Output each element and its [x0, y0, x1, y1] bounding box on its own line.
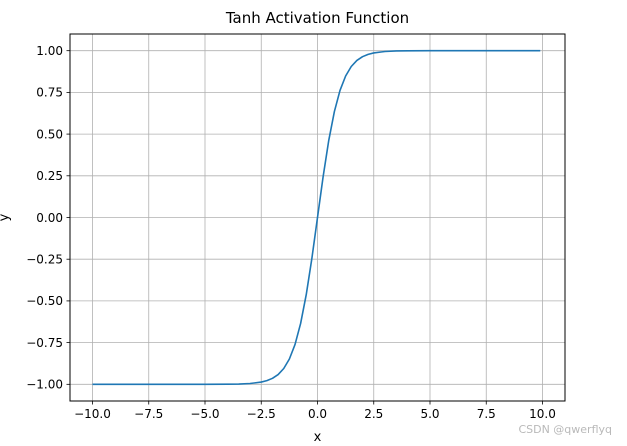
- series-line: [92, 49, 541, 386]
- x-tick-label: 5.0: [420, 407, 439, 421]
- x-tick-label: −7.5: [134, 407, 163, 421]
- y-tick-label: −0.75: [26, 336, 63, 350]
- y-tick-label: −0.50: [26, 294, 63, 308]
- series-layer: [92, 49, 541, 386]
- y-tick-label: 1.00: [36, 44, 63, 58]
- x-tick-label: −5.0: [190, 407, 219, 421]
- y-axis-ticks: −1.00 −0.75 −0.50 −0.25 0.00 0.25 0.50 0.75 1.00: [26, 44, 70, 392]
- y-tick-label: 0.50: [36, 127, 63, 141]
- x-axis-ticks: −10.0 −7.5 −5.0 −2.5 0.0 2.5 5.0 7.5 10.0: [74, 401, 556, 421]
- x-tick-label: 7.5: [477, 407, 496, 421]
- y-tick-label: 0.25: [36, 169, 63, 183]
- x-tick-label: 2.5: [364, 407, 383, 421]
- chart-title: Tanh Activation Function: [225, 9, 409, 27]
- y-tick-label: −1.00: [26, 378, 63, 392]
- y-tick-label: −0.25: [26, 253, 63, 267]
- x-axis-label: x: [314, 430, 322, 445]
- x-tick-label: 10.0: [529, 407, 556, 421]
- x-tick-label: 0.0: [308, 407, 327, 421]
- y-axis-label: y: [0, 213, 12, 221]
- x-tick-label: −10.0: [74, 407, 111, 421]
- y-tick-label: 0.75: [36, 86, 63, 100]
- watermark: CSDN @qwerflyq: [518, 423, 612, 436]
- y-tick-label: 0.00: [36, 211, 63, 225]
- x-tick-label: −2.5: [247, 407, 276, 421]
